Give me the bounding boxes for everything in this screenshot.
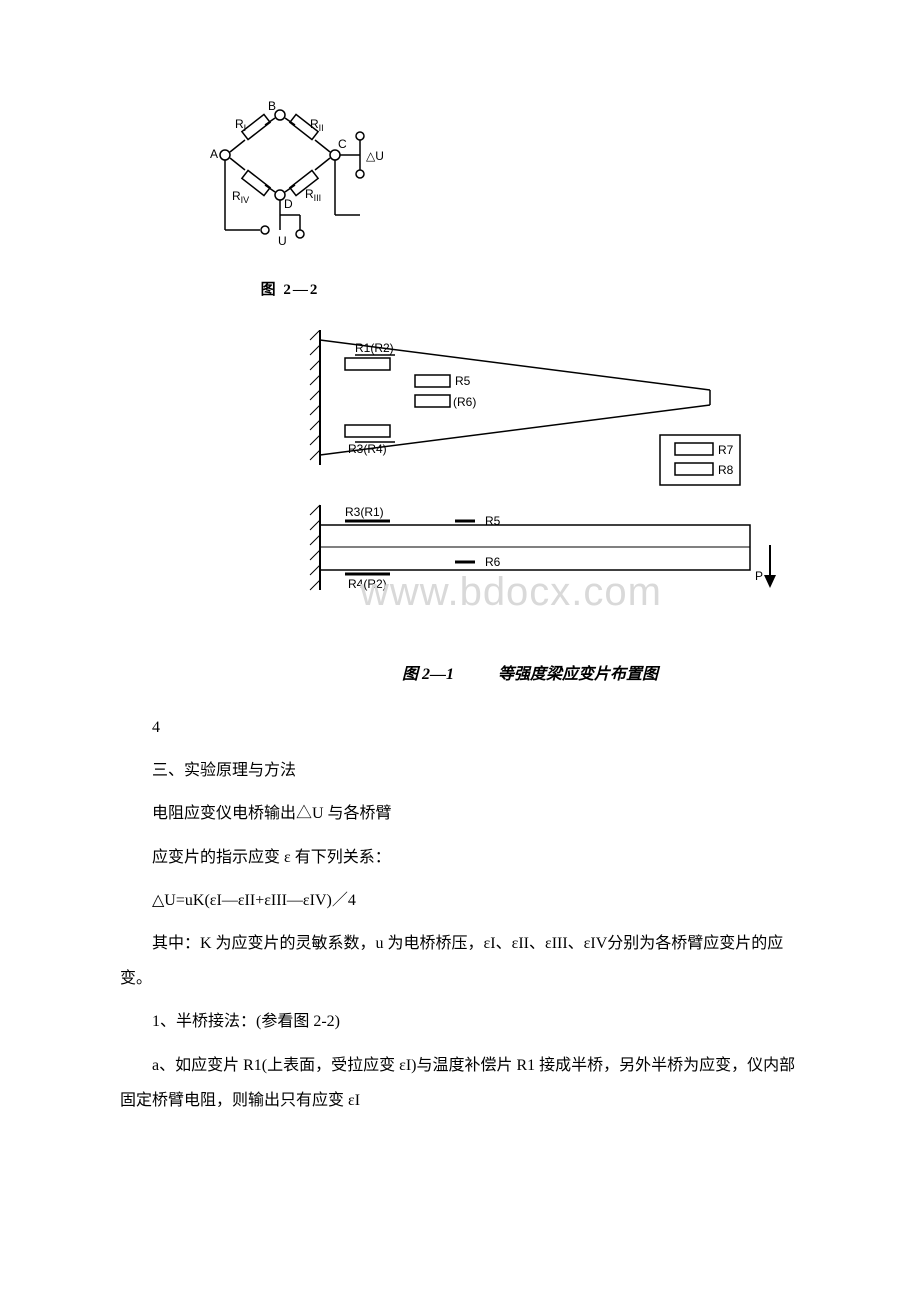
label-C: C [338, 137, 347, 151]
fig2-1-caption-left: 图 2—1 [402, 666, 454, 683]
fig2-1-caption-right: 等强度梁应变片布置图 [498, 666, 658, 683]
figure-2-1: R1(R2) R5 (R6) R3(R4) R7 R8 [260, 330, 800, 650]
figure-2-2: A B C D RI RII RIII RIV U △U 图 2—2 [180, 100, 400, 270]
page-container: A B C D RI RII RIII RIV U △U 图 2—2 [0, 0, 920, 1186]
label-P: P [755, 569, 763, 583]
label-R3R4: R3(R4) [348, 442, 387, 456]
fig2-2-caption: 图 2—2 [180, 278, 400, 299]
watermark-text: www.bdocx.com [360, 570, 662, 615]
label-deltaU: △U [366, 149, 384, 163]
page-number: 4 [120, 710, 800, 745]
label-R7: R7 [718, 443, 734, 457]
line3: 其中：K 为应变片的灵敏系数，u 为电桥桥压，εI、εII、εIII、εIV分别… [120, 926, 800, 996]
figure-2-2-container: A B C D RI RII RIII RIV U △U 图 2—2 [120, 100, 800, 270]
label-R5: R5 [455, 374, 471, 388]
label-R6: (R6) [453, 395, 476, 409]
heading: 三、实验原理与方法 [120, 753, 800, 788]
formula: △U=uK(εI—εII+εIII—εIV)／4 [120, 883, 800, 918]
label-R2: RII [310, 117, 324, 133]
label-U: U [278, 234, 287, 248]
label-R8: R8 [718, 463, 734, 477]
label-R3R1: R3(R1) [345, 505, 384, 519]
label-R5b: R5 [485, 514, 501, 528]
line2: 应变片的指示应变 ε 有下列关系： [120, 840, 800, 875]
label-R1: RI [235, 117, 246, 133]
line4: 1、半桥接法：(参看图 2-2) [120, 1004, 800, 1039]
line5: a、如应变片 R1(上表面，受拉应变 εI)与温度补偿片 R1 接成半桥，另外半… [120, 1048, 800, 1118]
label-B: B [268, 100, 276, 113]
label-D: D [284, 197, 293, 211]
label-R6b: R6 [485, 555, 501, 569]
label-R1R2: R1(R2) [355, 341, 394, 355]
content-text: 4 三、实验原理与方法 电阻应变仪电桥输出△U 与各桥臂 应变片的指示应变 ε … [120, 710, 800, 1118]
line1: 电阻应变仪电桥输出△U 与各桥臂 [120, 796, 800, 831]
label-R4: RIV [232, 189, 249, 205]
label-R3: RIII [305, 187, 321, 203]
fig2-1-caption: 图 2—1 等强度梁应变片布置图 [260, 660, 800, 684]
label-A: A [210, 147, 218, 161]
bridge-circuit-svg: A B C D RI RII RIII RIV U △U [180, 100, 400, 270]
